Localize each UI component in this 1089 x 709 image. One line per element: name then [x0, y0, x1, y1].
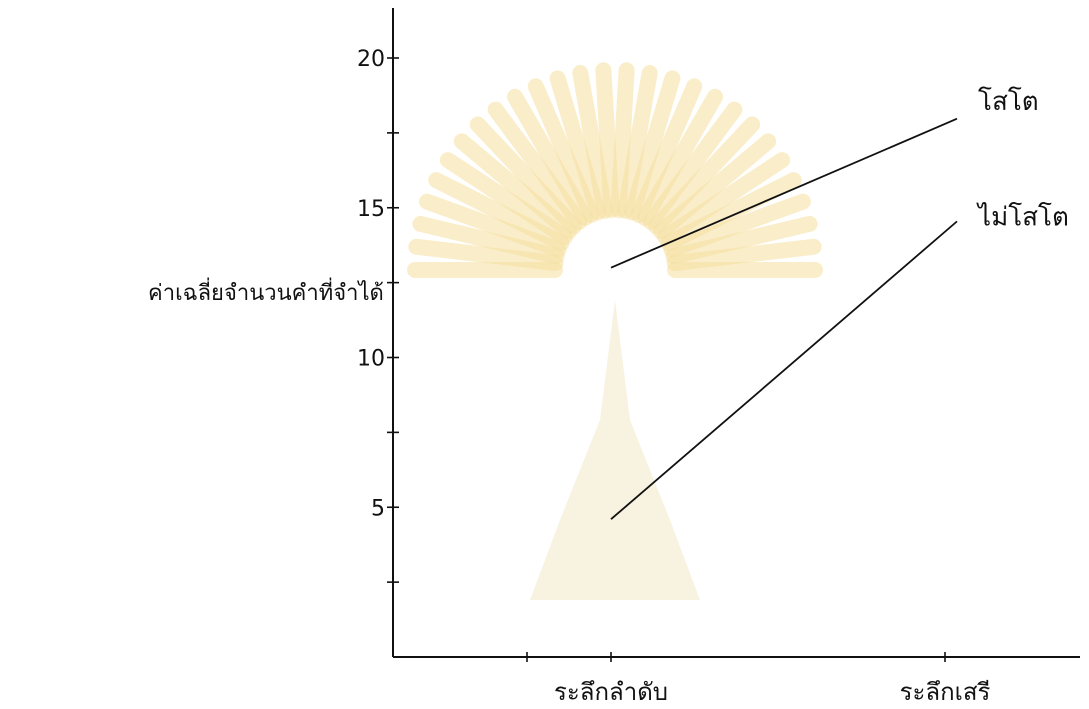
series-label: ไม่โสโต — [976, 202, 1069, 233]
series-line — [610, 220, 958, 520]
y-ticks: 5 10 15 20 — [357, 47, 399, 583]
watermark-ray — [428, 172, 570, 252]
y-tick-label: 20 — [357, 47, 385, 72]
x-ticks: ระลึกลำดับ ระลึกเสรี — [526, 652, 991, 706]
x-category-label: ระลึกลำดับ — [554, 678, 668, 706]
watermark-ray — [630, 78, 703, 223]
series-label: โสโต — [978, 86, 1039, 117]
watermark-emblem — [407, 62, 823, 600]
watermark-ray — [439, 152, 573, 245]
watermark-ray — [595, 62, 620, 219]
watermark-ray — [666, 238, 822, 271]
y-axis-label: ค่าเฉลี่ยจำนวนคำที่จำได้ — [148, 277, 384, 306]
watermark-ray — [572, 65, 613, 219]
y-tick-label: 15 — [357, 197, 385, 222]
watermark-ray — [453, 133, 577, 240]
watermark-ray — [617, 65, 658, 219]
watermark-ray — [657, 152, 791, 245]
watermark-ray — [412, 215, 565, 265]
watermark-ray — [549, 70, 606, 221]
series-line — [610, 117, 958, 269]
watermark-ray — [487, 101, 588, 230]
watermark-ray — [419, 193, 567, 258]
y-tick-label: 5 — [371, 496, 385, 521]
watermark-ray — [610, 62, 635, 219]
watermark-ray — [624, 70, 681, 221]
watermark-ray — [653, 133, 777, 240]
watermark-ray — [469, 116, 582, 235]
watermark-ray — [408, 238, 564, 271]
watermark-ray — [527, 78, 600, 223]
watermark-ray — [660, 172, 802, 252]
watermark-ray — [648, 116, 761, 235]
watermark-ray — [507, 88, 593, 226]
y-tick-label: 10 — [357, 347, 385, 372]
watermark-body — [530, 300, 700, 600]
watermark-ray — [663, 193, 811, 258]
watermark-ray — [637, 88, 723, 226]
watermark-ray — [642, 101, 743, 230]
watermark-ray — [665, 215, 818, 265]
x-category-label: ระลึกเสรี — [900, 678, 991, 706]
